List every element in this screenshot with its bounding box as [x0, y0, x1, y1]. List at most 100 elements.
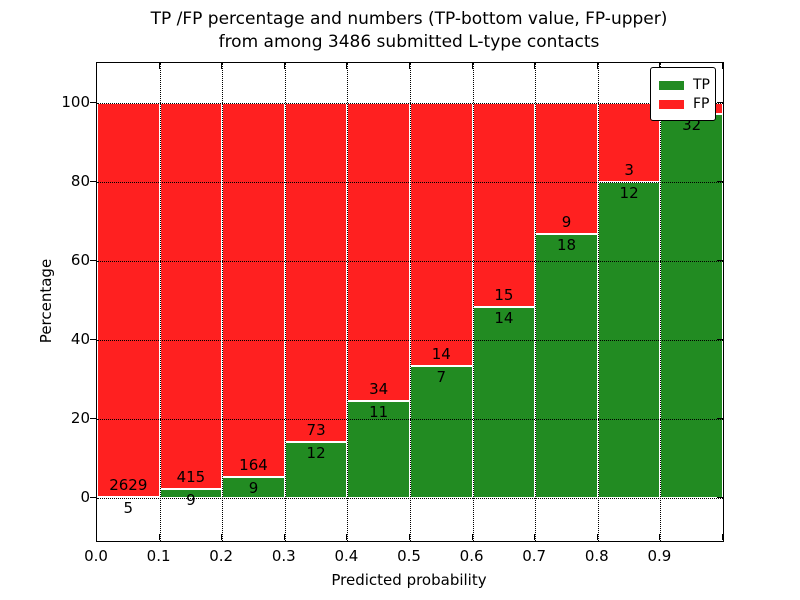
x-tick-mark: [722, 534, 723, 540]
x-tick-mark-top: [283, 63, 285, 69]
horizontal-gridline: [97, 102, 723, 104]
x-tick-mark: [596, 534, 598, 540]
legend-label: TP: [693, 77, 710, 93]
tp-bar-segment: [284, 441, 348, 498]
y-tick-mark: [90, 101, 96, 103]
x-tick-mark: [221, 534, 223, 540]
fp-count-label: 164: [239, 456, 268, 474]
x-tick-mark: [283, 534, 285, 540]
vertical-gridline: [597, 63, 599, 541]
y-tick-label: 60: [70, 250, 90, 269]
tp-count-label: 9: [186, 491, 196, 510]
y-tick-label: 40: [70, 329, 90, 348]
tp-count-label: 12: [306, 443, 326, 462]
horizontal-gridline: [97, 181, 723, 183]
x-tick-label: 0.7: [522, 547, 547, 565]
fp-count-label: 3: [624, 160, 634, 179]
horizontal-gridline: [97, 497, 723, 499]
legend-label: FP: [693, 96, 710, 112]
tp-count-label: 7: [436, 367, 447, 386]
x-tick-mark-top: [722, 63, 723, 69]
y-tick-mark-right: [717, 101, 723, 103]
legend: TP FP: [650, 67, 716, 121]
tp-bar-segment: [660, 114, 723, 498]
y-tick-mark: [90, 180, 96, 182]
tp-count-label: 5: [123, 498, 134, 517]
tp-count-label: 11: [369, 402, 389, 421]
horizontal-gridline: [97, 418, 723, 420]
y-tick-label: 80: [70, 171, 90, 190]
y-tick-mark-right: [717, 496, 723, 498]
x-tick-mark-top: [659, 63, 661, 69]
x-tick-mark-top: [471, 63, 473, 69]
tp-count-label: 14: [494, 308, 514, 327]
x-tick-mark-top: [409, 63, 410, 69]
fp-bar-segment: [535, 102, 598, 235]
y-tick-mark-right: [717, 180, 723, 182]
x-tick-mark-top: [596, 63, 598, 69]
horizontal-gridline: [97, 260, 723, 262]
tp-bar-segment: [347, 400, 410, 498]
x-tick-label: 0.4: [334, 547, 359, 565]
x-axis-label: Predicted probability: [331, 571, 487, 589]
x-tick-mark-top: [158, 63, 160, 69]
legend-entry: FP: [659, 96, 710, 112]
tp-count-label: 32: [682, 116, 702, 135]
y-tick-mark: [90, 496, 96, 498]
y-tick-label: 100: [61, 92, 90, 111]
vertical-gridline: [284, 63, 286, 541]
y-tick-mark-right: [717, 417, 723, 419]
vertical-gridline: [159, 63, 161, 541]
fp-bar-segment: [472, 102, 536, 307]
fp-bar-segment: [347, 102, 410, 401]
x-tick-label: 0.1: [146, 547, 171, 565]
x-tick-mark: [409, 534, 410, 540]
y-tick-mark: [90, 417, 96, 419]
fp-bar-segment: [284, 102, 348, 442]
x-tick-label: 0.5: [397, 547, 421, 565]
x-tick-mark-top: [96, 63, 97, 69]
x-tick-mark: [534, 534, 536, 540]
x-tick-mark: [659, 534, 661, 540]
tp-count-label: 9: [248, 479, 259, 497]
vertical-gridline: [222, 63, 224, 541]
x-tick-label: 0.9: [647, 547, 672, 565]
vertical-gridline: [660, 63, 662, 541]
legend-swatch: [659, 99, 684, 109]
chart-title-line1: TP /FP percentage and numbers (TP-bottom…: [150, 9, 668, 29]
fp-count-label: 2629: [109, 475, 148, 494]
x-tick-mark-top: [534, 63, 536, 69]
vertical-gridline: [535, 63, 537, 541]
y-tick-mark: [90, 338, 96, 340]
legend-swatch: [659, 80, 684, 90]
fp-count-label: 14: [431, 344, 451, 363]
x-tick-mark: [96, 534, 97, 540]
vertical-gridline: [347, 63, 349, 541]
fp-count-label: 73: [306, 420, 326, 439]
tp-bar-segment: [535, 234, 598, 498]
horizontal-gridline: [97, 339, 723, 341]
chart-title: TP /FP percentage and numbers (TP-bottom…: [0, 8, 800, 54]
x-tick-label: 0.2: [209, 547, 234, 565]
y-tick-mark-right: [717, 338, 723, 340]
plot-area: 2629 5 415 9 164 9 73 12 34 11 14 7 15 14 9 18 3 12 32 TP F…: [96, 62, 724, 542]
fp-count-label: 15: [494, 285, 514, 304]
x-tick-label: 0.8: [584, 547, 609, 565]
fp-count-label: 34: [369, 379, 389, 398]
vertical-gridline: [410, 63, 411, 541]
legend-entry: TP: [659, 77, 710, 93]
vertical-gridline: [472, 63, 474, 541]
chart-title-line2: from among 3486 submitted L-type contact…: [218, 32, 600, 52]
tp-bar-segment: [472, 306, 536, 498]
tp-count-label: 18: [556, 236, 577, 255]
fp-count-label: 415: [176, 468, 206, 487]
x-tick-label: 0.6: [459, 547, 484, 565]
x-tick-mark: [158, 534, 160, 540]
fp-bar-segment: [410, 102, 473, 366]
x-tick-mark-top: [221, 63, 223, 69]
x-tick-mark: [346, 534, 348, 540]
y-tick-label: 0: [80, 487, 90, 506]
x-tick-mark-top: [346, 63, 348, 69]
x-tick-label: 0.3: [271, 547, 296, 565]
